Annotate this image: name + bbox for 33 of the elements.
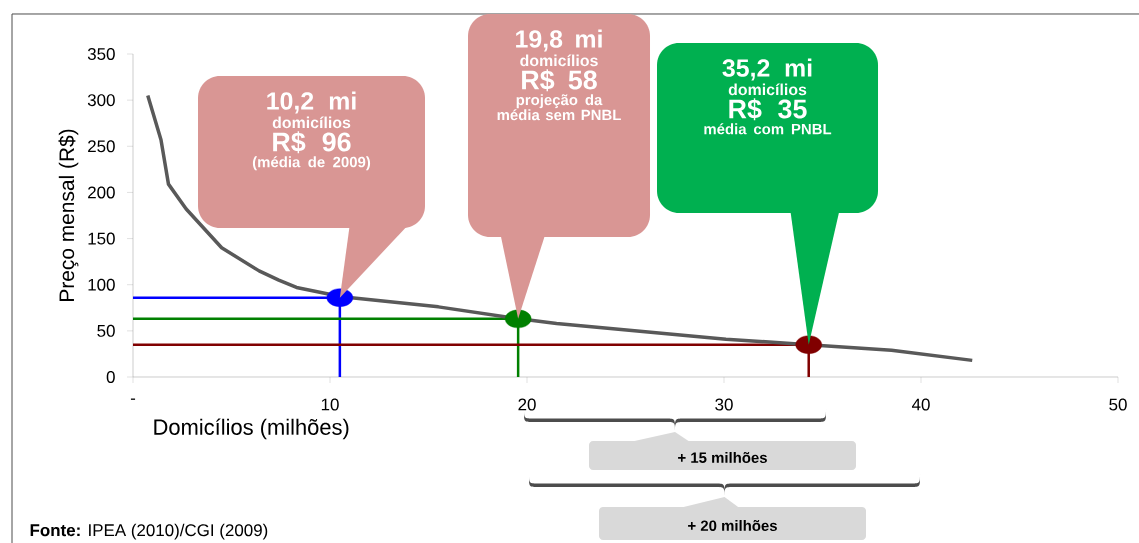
annotation: R$ 58 bbox=[522, 69, 597, 92]
x-tick-label: - bbox=[130, 398, 136, 400]
x-tick-label: 30 bbox=[715, 398, 733, 411]
text: + 20 milhões bbox=[688, 520, 777, 531]
annotation: domicílios bbox=[272, 116, 351, 129]
y-tick-label: 0 bbox=[106, 371, 115, 383]
annotation: R$ 96 bbox=[273, 131, 351, 154]
annotation: projeção da média sem PNBL bbox=[497, 94, 621, 121]
y-tick-label: 150 bbox=[88, 232, 115, 245]
y-tick-label: 250 bbox=[88, 140, 115, 153]
x-tick-label: 50 bbox=[1109, 398, 1127, 411]
y-tick-label: 100 bbox=[88, 278, 115, 291]
annotation: 35,2 mi bbox=[722, 58, 812, 81]
y-axis-title: Preço mensal (R$) bbox=[58, 129, 79, 301]
text: Fonte: IPEA (2010)/CGI (2009) bbox=[30, 523, 268, 540]
x-tick-label: 20 bbox=[518, 398, 536, 411]
annotation: domicílios bbox=[520, 54, 598, 67]
y-tick-label: 200 bbox=[88, 186, 115, 199]
point bbox=[795, 335, 822, 354]
annotation: domicílios bbox=[728, 83, 807, 96]
annotation: R$ 35 bbox=[729, 98, 807, 121]
y-tick-label: 350 bbox=[87, 48, 115, 60]
y-tick-label: 300 bbox=[87, 94, 115, 107]
annotation: média com PNBL bbox=[704, 123, 832, 135]
x-axis-title: Domicílios (milhões) bbox=[154, 418, 349, 440]
y-tick-label: 50 bbox=[97, 324, 115, 337]
point bbox=[504, 309, 532, 329]
annotation: 10,2 mi bbox=[267, 91, 356, 114]
text: + 15 milhões bbox=[678, 452, 767, 463]
annotation: (média de 2009) bbox=[252, 156, 371, 171]
x-tick-label: 40 bbox=[911, 398, 930, 411]
text: 19,8 mi bbox=[516, 29, 602, 52]
x-tick-label: 10 bbox=[321, 398, 339, 411]
